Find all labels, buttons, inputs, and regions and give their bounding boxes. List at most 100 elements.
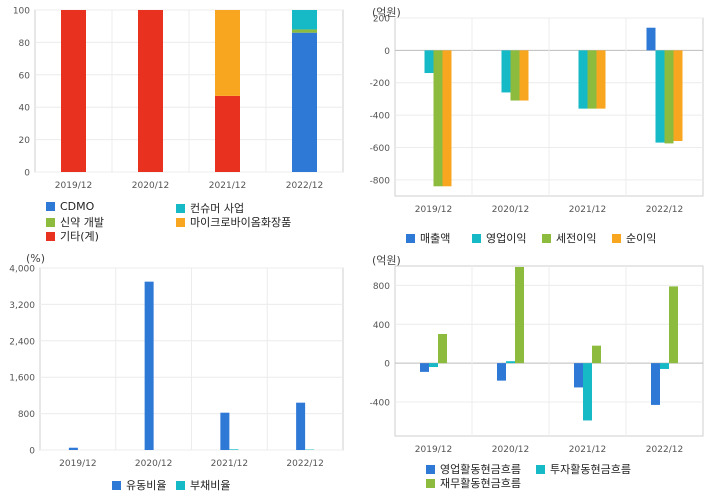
ratios-panel: (%) 0 800 1,600 2,400 3,200 4,000 2019/12 2020/… [0,248,360,496]
income-unit-label: (억원) [372,6,401,19]
legend-label: 세전이익 [556,232,597,245]
y-tick-label: 1,600 [9,374,35,384]
income-legend: 매출액 영업이익 세전이익 순이익 [406,230,716,246]
revenue-mix-legend: CDMO 컨슈머 사업 신약 개발 마이크로바이옴화장품 기타(계) [46,200,346,246]
y-tick-label: 400 [373,321,390,331]
x-tick-label: 2020/12 [135,459,172,469]
legend-label: 영업이익 [486,232,527,245]
y-tick-label: 20 [19,136,31,146]
bar [420,363,429,372]
bar [515,266,524,364]
bar [424,50,434,74]
legend-item-pretax-income: 세전이익 [542,230,596,246]
bar [61,10,86,172]
y-tick-label: 0 [24,169,30,179]
cashflow-unit-label: (억원) [372,254,401,267]
bar [429,363,438,368]
legend-item-consumer: 컨슈머 사업 [176,200,244,216]
y-tick-label: 0 [384,47,390,57]
legend-label: 신약 개발 [60,216,104,229]
x-tick-label: 2022/12 [286,181,323,191]
legend-item-revenue: 매출액 [406,230,450,246]
y-tick-label: 200 [373,15,390,25]
x-tick-label: 2020/12 [132,181,169,191]
cashflow-legend: 영업활동현금흐름 투자활동현금흐름 재무활동현금흐름 [426,461,716,493]
legend-label: CDMO [60,200,95,213]
bar [68,447,78,450]
x-tick-label: 2019/12 [55,181,92,191]
legend-swatch [46,202,55,211]
legend-swatch [46,217,55,227]
x-tick-label: 2019/12 [59,459,96,469]
legend-item-microbiome: 마이크로바이옴화장품 [176,214,291,230]
legend-swatch [612,233,621,243]
legend-item-current-ratio: 유동비율 [112,477,166,493]
bar [215,10,240,96]
legend-item-debt-ratio: 부채비율 [176,477,230,493]
bar [669,286,678,364]
x-tick-label: 2022/12 [646,205,683,215]
legend-swatch [406,233,415,243]
legend-swatch [46,231,55,241]
bar [292,10,317,30]
ratios-chart: 0 800 1,600 2,400 3,200 4,000 2019/12 2020/12 20… [9,265,344,469]
income-panel: (억원) -800 -600 -400 -200 0 200 2019/12 2020/12 2… [360,0,720,248]
legend-label: 부채비율 [190,479,231,492]
bar [296,402,306,450]
bar [229,449,239,450]
bar [442,50,452,187]
revenue-mix-panel: 0 20 40 60 80 100 2019/12 2020/12 2021/12 2022/12… [0,0,360,248]
legend-item-cdmo: CDMO [46,200,94,213]
bar [587,50,597,109]
x-tick-label: 2021/12 [209,181,246,191]
y-tick-label: 100 [13,7,30,17]
legend-item-investing-cf: 투자활동현금흐름 [536,461,631,477]
bar [510,50,520,101]
y-tick-label: 4,000 [9,265,35,275]
x-tick-label: 2019/12 [415,205,452,215]
bar [506,361,515,364]
cashflow-chart: -400 0 400 800 2019/12 2020/12 2021/12 2022/12 [370,265,704,455]
legend-item-financing-cf: 재무활동현금흐름 [426,475,521,491]
y-tick-label: -200 [370,79,391,89]
legend-label: 영업활동현금흐름 [440,463,521,476]
y-tick-label: 60 [19,71,31,81]
bar [497,363,506,381]
x-tick-label: 2022/12 [646,445,683,455]
legend-item-new-drug: 신약 개발 [46,214,104,230]
y-tick-label: 80 [19,39,31,49]
bar [501,50,511,93]
bar [646,27,656,51]
x-tick-label: 2019/12 [415,445,452,455]
legend-swatch [176,217,185,227]
x-tick-label: 2020/12 [492,445,529,455]
y-tick-label: -800 [370,176,391,186]
x-tick-label: 2020/12 [492,205,529,215]
legend-swatch [542,233,551,243]
ratios-legend: 유동비율 부채비율 [112,477,312,493]
cashflow-panel: (억원) -400 0 400 800 2019/12 2020/12 2021/12 202… [360,248,720,496]
legend-item-operating-income: 영업이익 [472,230,526,246]
legend-label: 마이크로바이옴화장품 [190,216,292,229]
bar [660,363,669,369]
y-tick-label: 3,200 [9,301,35,311]
revenue-mix-chart: 0 20 40 60 80 100 2019/12 2020/12 2021/12 2022/12 [13,7,344,191]
legend-label: 컨슈머 사업 [190,202,245,215]
legend-swatch [112,480,121,490]
bar [583,363,592,421]
legend-swatch [176,480,185,490]
y-tick-label: 800 [373,282,390,292]
bar [138,10,163,172]
x-tick-label: 2021/12 [569,205,606,215]
bar [578,50,588,109]
x-tick-label: 2021/12 [569,445,606,455]
bar [673,50,683,141]
legend-label: 순이익 [626,232,657,245]
bar [144,281,154,450]
bar [215,95,240,172]
bar [596,50,606,109]
legend-label: 매출액 [420,232,451,245]
bar [592,345,601,364]
legend-label: 유동비율 [126,479,167,492]
y-tick-label: -600 [370,144,391,154]
